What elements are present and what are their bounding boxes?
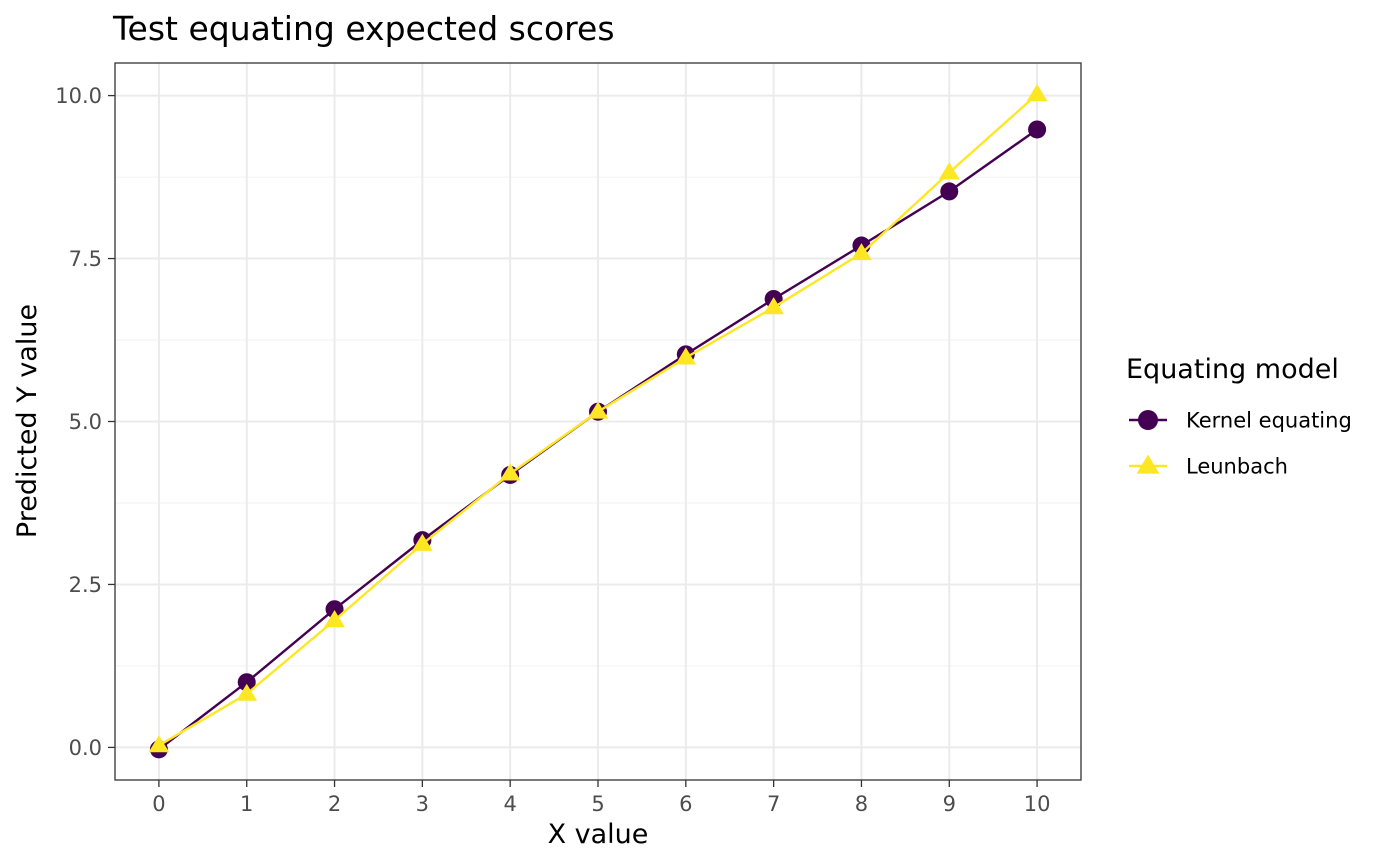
data-point [325, 600, 344, 619]
data-point [851, 243, 872, 261]
legend-label: Kernel equating [1186, 409, 1352, 433]
legend-marker [1136, 454, 1160, 474]
data-point [236, 683, 258, 701]
y-tick-label: 0.0 [69, 736, 102, 760]
legend-item: Leunbach [1129, 455, 1288, 479]
x-tick-label: 0 [152, 792, 165, 816]
x-tick-label: 4 [503, 792, 516, 816]
data-point [1026, 84, 1048, 102]
legend-item: Kernel equating [1129, 409, 1352, 433]
data-point [938, 162, 960, 180]
axes: 0.0 2.5 5.0 7.5 10.0 0 1 2 3 4 5 6 7 8 9 10 [55, 84, 1050, 816]
legend: Equating model Kernel equating Leunbach [1126, 354, 1352, 479]
x-tick-label: 8 [855, 792, 868, 816]
x-tick-label: 1 [240, 792, 253, 816]
x-tick-label: 9 [943, 792, 956, 816]
legend-title: Equating model [1126, 354, 1339, 385]
y-tick-label: 7.5 [69, 247, 102, 271]
data-point [763, 297, 784, 315]
series-leunbach [148, 84, 1048, 753]
data-point [675, 347, 697, 365]
y-tick-label: 10.0 [55, 84, 102, 108]
series-layer [148, 84, 1048, 759]
data-point [148, 735, 170, 753]
y-axis-title: Predicted Y value [12, 304, 43, 538]
x-tick-label: 6 [679, 792, 692, 816]
data-point [324, 610, 345, 628]
x-axis-title: X value [548, 819, 649, 850]
grid-lines [115, 63, 1081, 780]
data-point [940, 182, 959, 201]
legend-marker [1138, 410, 1158, 430]
x-tick-label: 3 [416, 792, 429, 816]
x-tick-label: 5 [591, 792, 604, 816]
y-tick-label: 5.0 [69, 410, 102, 434]
chart-title: Test equating expected scores [112, 9, 615, 48]
legend-label: Leunbach [1186, 455, 1288, 479]
x-tick-label: 7 [767, 792, 780, 816]
x-tick-label: 2 [328, 792, 341, 816]
data-point [499, 463, 521, 481]
data-point [1028, 120, 1047, 139]
data-point [237, 673, 256, 692]
y-tick-label: 2.5 [69, 573, 102, 597]
data-point [587, 401, 609, 419]
data-point [412, 533, 433, 551]
x-tick-label: 10 [1024, 792, 1051, 816]
